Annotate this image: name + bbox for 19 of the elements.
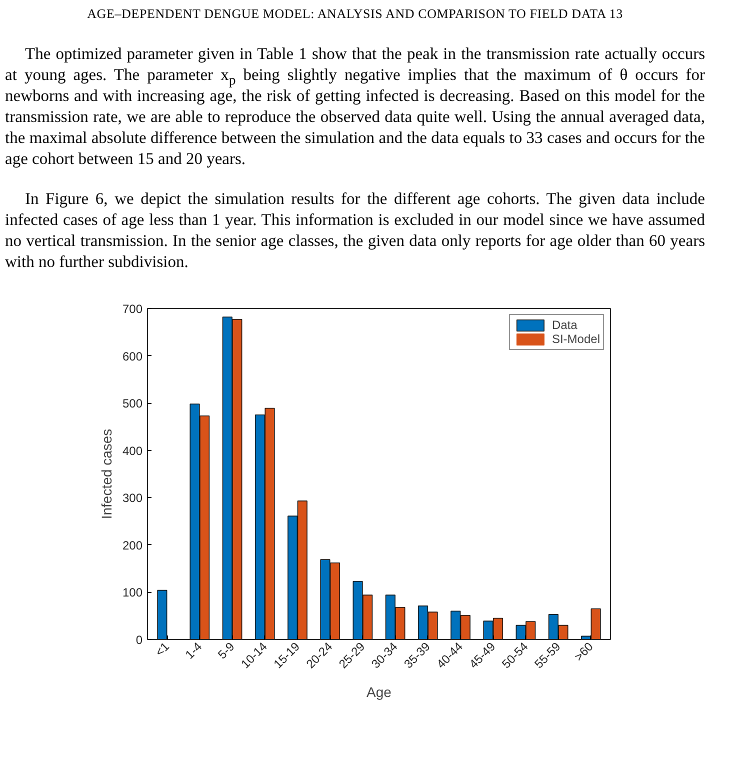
- y-tick-label: 300: [122, 491, 143, 506]
- y-tick-label: 600: [122, 349, 143, 364]
- x-tick-label: 1-4: [182, 639, 205, 662]
- y-tick-label: 100: [122, 586, 143, 600]
- y-tick-label: 700: [122, 302, 143, 316]
- y-tick-label: 400: [122, 444, 143, 458]
- x-axis-title: Age: [366, 684, 392, 700]
- legend-label: SI-Model: [552, 332, 600, 346]
- x-tick-label: 5-9: [215, 639, 238, 662]
- x-tick-label: >60: [572, 639, 596, 664]
- y-tick-label: 200: [122, 538, 143, 552]
- x-tick-label: <1: [152, 639, 172, 660]
- y-axis-title: Infected cases: [98, 428, 114, 520]
- legend-label: Data: [552, 318, 578, 332]
- text: In Figure 6, we depict the simulation results for the different age cohorts. The given data include infected cases of age less than 1 year. This information is excluded in our model since we have assumed no vertical transmission. In the senior age classes, the given data only reports for age older than 60 years with no further subdivision.: [5, 188, 705, 272]
- text: The optimized parameter given in Table 1 show that the peak in the transmission rate actually occurs at young ages. The parameter x$_{p}$ being slightly negative implies that the maximum of θ occurs for newborns and with increasing age, the risk of getting infected is decreasing. Based on this model for the transmission rate, we are able to reproduce the observed data quite well. Using the annual averaged data, the maximal absolute difference between the simulation and the data equals to 33 cases and occurs for the age cohort between 15 and 20 years.: [5, 43, 705, 169]
- y-tick-label: 0: [136, 633, 143, 647]
- text: AGE–DEPENDENT DENGUE MODEL: ANALYSIS AND COMPARISON TO FIELD DATA 13: [86, 5, 624, 23]
- y-tick-label: 500: [122, 396, 143, 411]
